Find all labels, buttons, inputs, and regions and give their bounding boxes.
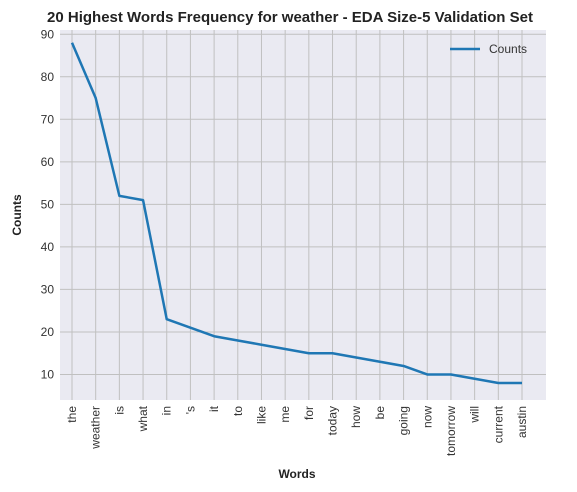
x-tick-label: today — [326, 406, 340, 435]
x-tick-label: going — [397, 406, 411, 435]
x-tick-label: will — [468, 406, 482, 424]
x-tick-label: tomorrow — [444, 406, 458, 456]
x-tick-label: like — [254, 406, 268, 424]
x-axis-label: Words — [278, 467, 315, 481]
x-tick-label: austin — [515, 406, 529, 438]
x-tick-label: it — [207, 405, 221, 412]
y-tick-labels: 10 20 30 40 50 60 70 80 90 — [41, 27, 55, 381]
x-tick-label: weather — [89, 406, 103, 450]
x-tick-label: now — [420, 406, 434, 428]
y-tick-label: 10 — [41, 367, 55, 381]
x-tick-label: in — [160, 406, 174, 415]
x-tick-label: current — [491, 405, 505, 443]
y-tick-label: 40 — [41, 240, 55, 254]
series-line — [70, 42, 522, 385]
x-tick-label: 's — [183, 406, 197, 414]
y-tick-label: 60 — [41, 155, 55, 169]
x-tick-label: is — [112, 406, 126, 415]
chart-title: 20 Highest Words Frequency for weather -… — [47, 9, 533, 26]
x-tick-label: how — [349, 406, 363, 428]
y-tick-label: 80 — [41, 70, 55, 84]
y-tick-label: 30 — [41, 282, 55, 296]
y-axis-label: Counts — [10, 194, 24, 236]
y-tick-label: 50 — [41, 197, 55, 211]
grid-lines — [60, 30, 546, 400]
y-tick-label: 90 — [41, 27, 55, 41]
x-tick-label: be — [373, 406, 387, 420]
x-tick-label: to — [231, 406, 245, 416]
x-tick-label: me — [278, 406, 292, 423]
legend-label: Counts — [489, 42, 527, 56]
legend: Counts — [450, 42, 527, 56]
y-tick-label: 70 — [41, 112, 55, 126]
x-tick-label: for — [302, 406, 316, 420]
x-tick-labels: the weather is what in 's it to like me for today ho… — [65, 405, 529, 456]
series-layer — [70, 42, 522, 385]
plot-area — [60, 30, 546, 400]
x-tick-label: what — [136, 405, 150, 432]
y-tick-label: 20 — [41, 325, 55, 339]
x-tick-label: the — [65, 406, 79, 423]
